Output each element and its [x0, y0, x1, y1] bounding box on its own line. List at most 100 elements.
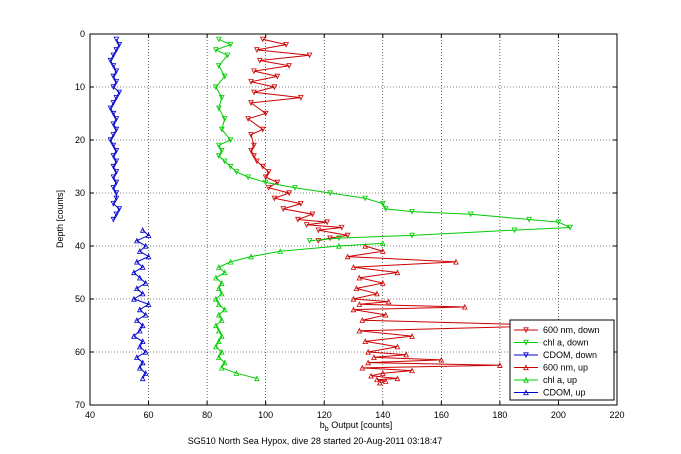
data-point	[133, 354, 140, 360]
data-point	[497, 362, 503, 368]
data-point	[113, 158, 120, 165]
data-point	[113, 79, 120, 85]
data-point	[133, 285, 140, 292]
data-point	[271, 195, 278, 202]
series-3	[344, 242, 562, 386]
data-point	[297, 200, 304, 207]
data-point	[116, 42, 123, 48]
x-tick-label: 60	[144, 410, 154, 420]
data-point	[438, 356, 445, 363]
data-point	[280, 206, 287, 212]
data-point	[113, 95, 120, 101]
data-point	[215, 105, 222, 112]
series-line	[214, 38, 571, 242]
data-point	[107, 105, 114, 112]
data-point	[113, 190, 120, 197]
data-point	[251, 142, 257, 149]
data-point	[277, 248, 284, 254]
series-line	[347, 245, 559, 384]
data-point	[271, 84, 278, 91]
data-point	[218, 126, 225, 133]
data-point	[221, 73, 228, 80]
data-point	[362, 195, 369, 202]
data-point	[139, 264, 146, 270]
data-point	[136, 343, 143, 350]
data-point	[377, 379, 383, 386]
data-point	[315, 227, 322, 234]
legend-label: 600 nm, up	[543, 363, 588, 373]
data-point	[145, 232, 152, 239]
data-point	[110, 63, 117, 69]
x-tick-label: 180	[492, 410, 507, 420]
legend-label: chl a, up	[543, 375, 577, 385]
data-point	[350, 264, 357, 270]
data-point	[113, 169, 120, 175]
data-point	[336, 242, 342, 249]
legend-swatch-marker	[523, 327, 529, 334]
data-point	[136, 248, 143, 254]
data-point	[113, 36, 120, 43]
data-point	[142, 280, 149, 286]
data-point	[113, 195, 120, 202]
legend-swatch-marker	[523, 376, 529, 383]
y-tick-label: 60	[75, 347, 85, 357]
data-point	[215, 327, 222, 334]
legend-label: CDOM, up	[543, 388, 586, 398]
data-point	[350, 306, 357, 313]
data-point	[221, 116, 228, 122]
data-point	[248, 253, 254, 260]
data-point	[139, 338, 146, 345]
data-point	[379, 200, 386, 207]
data-point	[511, 227, 518, 234]
legend-label: CDOM, down	[543, 350, 597, 360]
y-tick-label: 20	[75, 135, 85, 145]
y-tick-label: 10	[75, 82, 85, 92]
data-point	[218, 280, 225, 286]
x-tick-label: 200	[551, 410, 566, 420]
data-point	[110, 84, 117, 91]
data-point	[107, 57, 114, 64]
data-point	[254, 158, 260, 165]
data-point	[409, 333, 415, 339]
data-point	[145, 253, 152, 260]
data-point	[110, 200, 117, 207]
legend-label: chl a, down	[543, 338, 589, 348]
data-point	[254, 47, 260, 53]
data-point	[385, 298, 392, 305]
data-point	[374, 376, 380, 383]
legend-item: CDOM, up	[514, 388, 586, 398]
data-point	[218, 348, 225, 355]
x-tick-label: 120	[317, 410, 332, 420]
data-point	[215, 264, 222, 270]
data-point	[116, 206, 123, 212]
legend-item: chl a, up	[514, 375, 577, 385]
data-point	[368, 372, 374, 379]
data-point	[295, 216, 301, 223]
data-point	[306, 52, 313, 59]
y-tick-label: 0	[80, 29, 85, 39]
data-point	[359, 317, 366, 323]
data-point	[224, 52, 231, 59]
data-point	[409, 208, 415, 215]
data-point	[213, 274, 219, 281]
data-point	[133, 258, 140, 265]
data-point	[567, 224, 574, 231]
legend-swatch-marker	[523, 364, 529, 371]
data-point	[213, 343, 219, 350]
series-line	[246, 38, 348, 242]
data-point	[213, 295, 219, 302]
data-point	[394, 343, 401, 350]
series-0	[245, 36, 351, 244]
series-5	[131, 227, 152, 382]
data-point	[379, 248, 386, 254]
data-point	[274, 73, 281, 80]
data-point	[409, 232, 415, 239]
data-point	[379, 370, 386, 376]
data-point	[309, 211, 316, 218]
data-point	[139, 359, 146, 366]
y-tick-label: 70	[75, 400, 85, 410]
data-point	[221, 306, 228, 313]
series-1	[213, 36, 574, 244]
plot-frame	[89, 33, 618, 406]
